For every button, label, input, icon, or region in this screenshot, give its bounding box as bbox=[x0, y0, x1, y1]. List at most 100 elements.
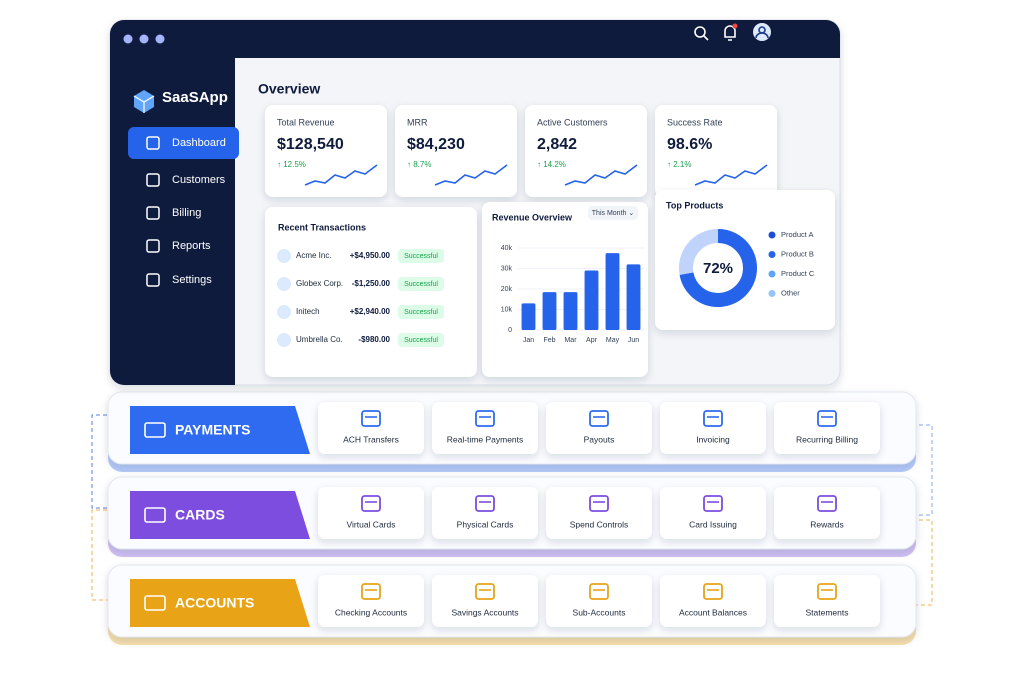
card-title: Top Products bbox=[666, 200, 723, 210]
kpi-value: $84,230 bbox=[407, 136, 465, 153]
layer-title[interactable]: CARDS bbox=[175, 507, 225, 523]
bar bbox=[521, 303, 536, 330]
window-dot bbox=[139, 34, 149, 44]
search-icon[interactable] bbox=[694, 26, 706, 38]
feature-card[interactable] bbox=[774, 575, 880, 627]
status-pill bbox=[398, 249, 444, 263]
sidebar bbox=[110, 58, 235, 385]
transactions-card bbox=[265, 207, 477, 377]
y-tick-label: 20k bbox=[501, 286, 513, 293]
feature-label[interactable]: Recurring Billing bbox=[796, 434, 858, 444]
customer-name: Acme Inc. bbox=[296, 251, 332, 260]
page-title: Overview bbox=[258, 81, 320, 97]
feature-card[interactable] bbox=[432, 575, 538, 627]
customer-icon bbox=[277, 333, 291, 347]
feature-label[interactable]: Spend Controls bbox=[570, 519, 629, 529]
kpi-card bbox=[395, 105, 517, 197]
feature-icon bbox=[703, 410, 723, 427]
feature-label[interactable]: Sub-Accounts bbox=[573, 607, 626, 617]
legend-label: Product A bbox=[781, 230, 814, 239]
customer-icon bbox=[277, 249, 291, 263]
kpi-card bbox=[655, 105, 777, 197]
y-tick-label: 40k bbox=[501, 245, 513, 252]
feature-card[interactable] bbox=[318, 402, 424, 454]
card-title: Revenue Overview bbox=[492, 212, 573, 222]
nav-active bbox=[128, 127, 239, 159]
feature-card[interactable] bbox=[774, 487, 880, 539]
feature-label[interactable]: Rewards bbox=[810, 519, 844, 529]
amount: -$1,250.00 bbox=[352, 279, 391, 288]
filter-label[interactable]: This Month ⌄ bbox=[592, 210, 634, 217]
donut-label: 72% bbox=[703, 260, 733, 277]
feature-card[interactable] bbox=[318, 575, 424, 627]
layer-label-box bbox=[130, 579, 310, 627]
nav-item[interactable]: Settings bbox=[172, 274, 212, 286]
x-tick-label: May bbox=[606, 337, 620, 344]
y-tick-label: 30k bbox=[501, 265, 513, 272]
bell-icon[interactable] bbox=[724, 25, 736, 41]
feature-card[interactable] bbox=[432, 487, 538, 539]
feature-label[interactable]: Invoicing bbox=[696, 434, 730, 444]
nav-item[interactable]: Reports bbox=[172, 240, 211, 252]
kpi-label: MRR bbox=[407, 117, 428, 127]
feature-icon bbox=[475, 495, 495, 512]
bar bbox=[584, 270, 599, 330]
feature-card[interactable] bbox=[660, 575, 766, 627]
feature-card[interactable] bbox=[660, 487, 766, 539]
feature-label[interactable]: Virtual Cards bbox=[347, 519, 396, 529]
title-bar bbox=[110, 20, 840, 58]
layer-label-box bbox=[130, 406, 310, 454]
feature-card[interactable] bbox=[546, 402, 652, 454]
layer-title[interactable]: ACCOUNTS bbox=[175, 595, 254, 611]
feature-label[interactable]: Account Balances bbox=[679, 607, 747, 617]
window-dot bbox=[123, 34, 133, 44]
filter-button[interactable] bbox=[588, 206, 638, 220]
feature-icon bbox=[361, 410, 381, 427]
feature-label[interactable]: Real-time Payments bbox=[447, 434, 524, 444]
feature-card[interactable] bbox=[432, 402, 538, 454]
kpi-label: Success Rate bbox=[667, 117, 723, 127]
feature-label[interactable]: Physical Cards bbox=[457, 519, 514, 529]
status-pill bbox=[398, 305, 444, 319]
kpi-change: ↑ 14.2% bbox=[537, 160, 566, 169]
layer-label-box bbox=[130, 491, 310, 539]
customer-name: Umbrella Co. bbox=[296, 335, 343, 344]
layer-icon bbox=[144, 422, 166, 438]
feature-icon bbox=[817, 495, 837, 512]
header-icons bbox=[694, 23, 771, 41]
status-pill bbox=[398, 277, 444, 291]
customer-icon bbox=[277, 305, 291, 319]
x-tick-label: Jun bbox=[628, 337, 639, 344]
status: Successful bbox=[404, 281, 438, 288]
status-pill bbox=[398, 333, 444, 347]
nav-icon bbox=[146, 173, 160, 187]
feature-icon bbox=[361, 583, 381, 600]
feature-label[interactable]: Payouts bbox=[584, 434, 615, 444]
legend-label: Product C bbox=[781, 269, 815, 278]
legend-dot bbox=[768, 270, 776, 278]
nav-item[interactable]: Dashboard bbox=[172, 137, 226, 149]
feature-card[interactable] bbox=[546, 575, 652, 627]
feature-label[interactable]: Card Issuing bbox=[689, 519, 737, 529]
feature-label[interactable]: Checking Accounts bbox=[335, 607, 407, 617]
avatar[interactable] bbox=[753, 23, 771, 41]
customer-name: Globex Corp. bbox=[296, 279, 343, 288]
nav-icon bbox=[146, 273, 160, 287]
feature-card[interactable] bbox=[774, 402, 880, 454]
nav-item[interactable]: Billing bbox=[172, 207, 201, 219]
status: Successful bbox=[404, 309, 438, 316]
window-dot bbox=[155, 34, 165, 44]
layer-title[interactable]: PAYMENTS bbox=[175, 422, 250, 438]
feature-label[interactable]: ACH Transfers bbox=[343, 434, 399, 444]
feature-label[interactable]: Savings Accounts bbox=[451, 607, 518, 617]
kpi-label: Active Customers bbox=[537, 117, 608, 127]
feature-card[interactable] bbox=[660, 402, 766, 454]
legend-dot bbox=[768, 231, 776, 239]
nav-item[interactable]: Customers bbox=[172, 174, 226, 186]
feature-label[interactable]: Statements bbox=[806, 607, 849, 617]
feature-card[interactable] bbox=[318, 487, 424, 539]
feature-card[interactable] bbox=[546, 487, 652, 539]
sparkline bbox=[694, 164, 768, 186]
kpi-change: ↑ 12.5% bbox=[277, 160, 306, 169]
